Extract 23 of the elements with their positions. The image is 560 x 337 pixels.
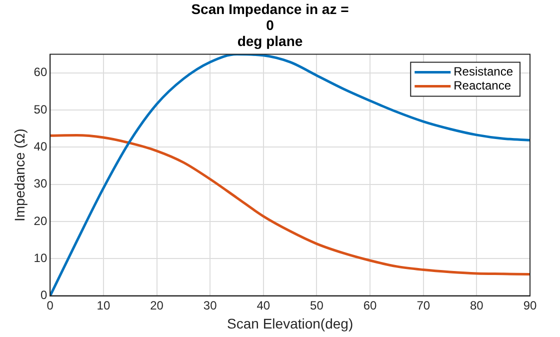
x-tick-label: 30 (203, 298, 218, 312)
y-tick-label: 60 (34, 65, 48, 80)
y-tick-label: 20 (34, 214, 48, 228)
y-tick-label: 40 (34, 139, 48, 154)
y-tick-label: 10 (34, 250, 48, 265)
y-tick-label: 30 (34, 176, 48, 191)
y-axis-title: Impedance (Ω) (11, 128, 28, 222)
x-tick-label: 20 (150, 298, 164, 312)
x-axis-title: Scan Elevation(deg) (227, 315, 354, 332)
x-tick-label: 70 (416, 298, 430, 312)
legend-label: Reactance (454, 78, 512, 93)
y-tick-label: 50 (34, 102, 48, 116)
x-tick-label: 90 (523, 298, 537, 312)
legend-label: Resistance (454, 64, 514, 79)
y-tick-label: 0 (40, 288, 48, 302)
x-tick-label: 60 (363, 298, 378, 312)
chart-title: Scan Impedance in az = 0 deg plane (191, 0, 349, 50)
line-series (50, 54, 530, 296)
x-tick-label: 80 (470, 298, 484, 312)
x-tick-label: 10 (96, 298, 110, 312)
x-tick-label: 40 (256, 298, 270, 312)
x-tick-label: 50 (310, 298, 324, 312)
line-series (50, 134, 530, 276)
